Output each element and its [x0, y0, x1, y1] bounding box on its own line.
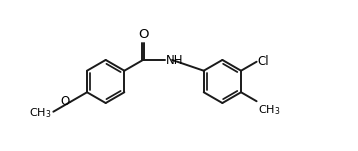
- Text: CH$_3$: CH$_3$: [258, 103, 280, 117]
- Text: Cl: Cl: [258, 55, 270, 68]
- Text: CH$_3$: CH$_3$: [29, 106, 52, 120]
- Text: NH: NH: [165, 54, 183, 67]
- Text: O: O: [138, 28, 148, 41]
- Text: O: O: [61, 95, 69, 108]
